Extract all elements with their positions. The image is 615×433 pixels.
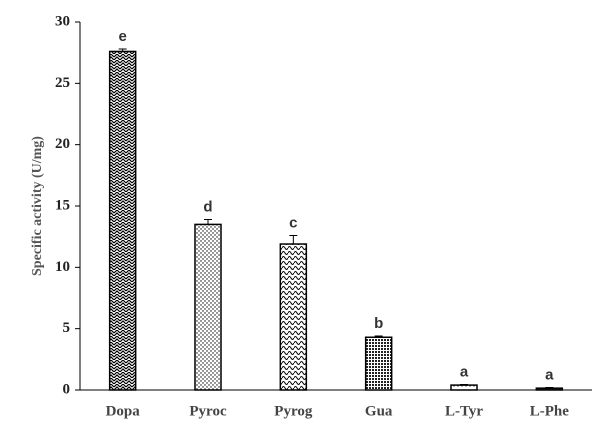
annotation: b — [374, 315, 383, 332]
y-tick-label: 5 — [63, 320, 71, 336]
x-tick-label: Gua — [365, 403, 393, 419]
x-tick-label: Dopa — [106, 403, 141, 419]
error-bar — [289, 234, 298, 245]
y-tick-label: 30 — [55, 13, 70, 29]
error-bar — [460, 383, 468, 386]
annotation: d — [203, 198, 212, 215]
annotation: a — [545, 367, 554, 384]
bar — [450, 384, 478, 391]
error-bar — [204, 218, 212, 225]
x-tick-label: Pyrog — [274, 403, 313, 419]
y-tick-label: 15 — [55, 197, 70, 213]
y-tick-label: 0 — [63, 381, 71, 397]
annotation: c — [289, 214, 297, 231]
y-tick-label: 20 — [55, 136, 70, 152]
error-bar — [374, 335, 383, 338]
bar — [364, 336, 393, 391]
x-tick-label: Pyroc — [189, 403, 227, 419]
y-axis-label: Specific activity (U/mg) — [30, 136, 45, 276]
x-tick-label: L-Tyr — [445, 403, 483, 419]
bar — [279, 243, 308, 391]
bar — [535, 387, 564, 391]
error-bar — [118, 48, 127, 52]
bar — [194, 223, 222, 391]
y-tick-label: 25 — [55, 75, 70, 91]
error-bar — [545, 387, 554, 389]
annotation: e — [118, 28, 126, 45]
y-tick-label: 10 — [55, 259, 70, 275]
bar — [108, 50, 137, 391]
x-tick-label: L-Phe — [530, 403, 570, 419]
annotation: a — [460, 363, 469, 380]
